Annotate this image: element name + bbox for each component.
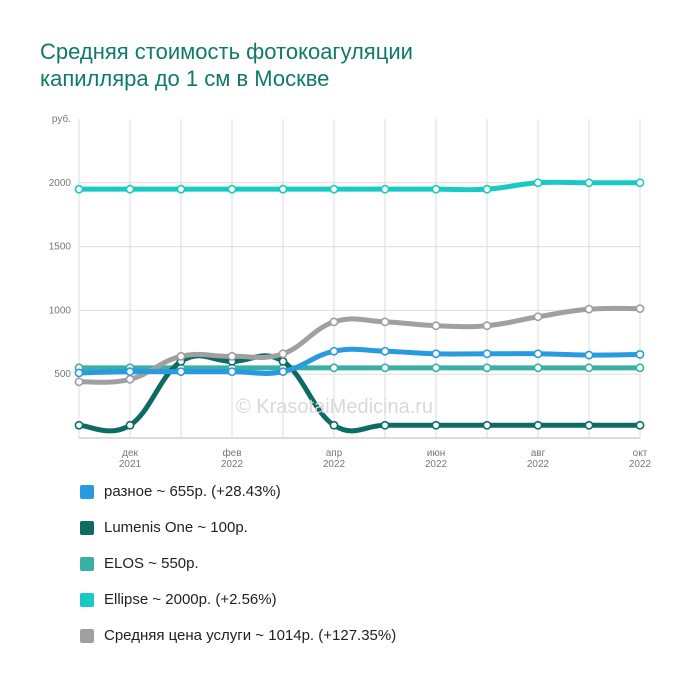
data-point-avg	[329, 317, 339, 327]
data-point-lumenis	[125, 420, 135, 430]
data-point-elos	[584, 363, 594, 373]
x-tick-label: 2022	[221, 459, 244, 470]
data-point-lumenis	[74, 420, 84, 430]
data-point-avg	[380, 317, 390, 327]
y-tick-label: 2000	[49, 178, 72, 189]
legend-swatch-raznoe	[80, 485, 94, 499]
data-point-lumenis	[431, 420, 441, 430]
y-tick-label: 1500	[49, 242, 72, 253]
y-tick-label: 500	[54, 369, 71, 380]
data-point-ellipse	[533, 178, 543, 188]
data-point-avg	[635, 304, 645, 314]
data-point-raznoe	[431, 349, 441, 359]
data-point-ellipse	[329, 184, 339, 194]
x-tick-label: дек	[122, 448, 138, 459]
data-point-avg	[278, 349, 288, 359]
data-point-ellipse	[635, 178, 645, 188]
series-line-ellipse	[76, 179, 643, 193]
x-tick-label: авг	[531, 448, 546, 459]
x-tick-label: 2022	[629, 459, 652, 470]
chart-title-line-2: капилляра до 1 см в Москве	[40, 66, 330, 91]
data-point-ellipse	[584, 178, 594, 188]
data-point-elos	[380, 363, 390, 373]
x-tick-label: 2022	[425, 459, 448, 470]
chart-title-line-1: Средняя стоимость фотокоагуляции	[40, 39, 413, 64]
y-unit-label: руб.	[52, 113, 71, 125]
data-point-elos	[329, 363, 339, 373]
legend-swatch-lumenis	[80, 521, 94, 535]
data-point-avg	[227, 351, 237, 361]
watermark: © KrasotaiMedicina.ru	[236, 396, 434, 418]
data-point-raznoe	[278, 367, 288, 377]
data-point-avg	[533, 312, 543, 322]
data-point-raznoe	[74, 368, 84, 378]
legend-label-elos: ELOS ~ 550р.	[104, 555, 199, 572]
legend-label-lumenis: Lumenis One ~ 100р.	[104, 519, 248, 536]
data-point-raznoe	[125, 367, 135, 377]
data-point-elos	[431, 363, 441, 373]
data-point-avg	[176, 351, 186, 361]
chart-title: Средняя стоимость фотокоагуляции капилля…	[40, 38, 600, 92]
data-point-avg	[125, 374, 135, 384]
data-point-lumenis	[380, 420, 390, 430]
data-point-ellipse	[125, 184, 135, 194]
data-point-lumenis	[278, 357, 288, 366]
series-line-raznoe	[76, 346, 643, 376]
data-point-raznoe	[227, 367, 237, 377]
legend-swatch-elos	[80, 557, 94, 571]
data-point-raznoe	[482, 349, 492, 359]
data-point-raznoe	[533, 349, 543, 359]
data-point-elos	[635, 363, 645, 373]
data-point-ellipse	[278, 184, 288, 194]
data-point-ellipse	[431, 184, 441, 194]
data-point-lumenis	[635, 420, 645, 430]
data-point-raznoe	[176, 367, 186, 377]
x-tick-label: окт	[633, 448, 648, 459]
data-point-ellipse	[227, 184, 237, 194]
data-point-lumenis	[329, 420, 339, 430]
data-point-avg	[482, 321, 492, 331]
data-point-ellipse	[482, 184, 492, 194]
legend-label-avg: Средняя цена услуги ~ 1014р. (+127.35%)	[104, 627, 397, 644]
data-point-avg	[431, 321, 441, 331]
data-point-ellipse	[74, 184, 84, 194]
x-tick-label: июн	[427, 448, 446, 459]
data-point-lumenis	[584, 420, 594, 430]
x-tick-label: апр	[326, 448, 343, 459]
y-tick-label: 1000	[49, 305, 72, 316]
legend-label-raznoe: разное ~ 655р. (+28.43%)	[104, 483, 281, 500]
legend-label-ellipse: Ellipse ~ 2000р. (+2.56%)	[104, 591, 277, 608]
data-point-elos	[533, 363, 543, 373]
data-point-lumenis	[533, 420, 543, 430]
legend-swatch-ellipse	[80, 593, 94, 607]
x-tick-label: фев	[222, 447, 241, 459]
legend-swatch-avg	[80, 629, 94, 643]
data-point-lumenis	[482, 420, 492, 430]
data-point-raznoe	[380, 346, 390, 356]
x-tick-label: 2022	[527, 459, 550, 470]
data-point-ellipse	[380, 184, 390, 194]
x-tick-label: 2021	[119, 459, 142, 470]
x-tick-label: 2022	[323, 459, 346, 470]
line-chart: 500100015002000руб.дек2021фев2022апр2022…	[49, 113, 652, 470]
data-point-ellipse	[176, 184, 186, 194]
data-point-raznoe	[635, 350, 645, 359]
data-point-avg	[584, 304, 594, 314]
data-point-avg	[74, 377, 84, 387]
data-point-raznoe	[584, 350, 594, 360]
data-point-elos	[482, 363, 492, 373]
data-point-raznoe	[329, 346, 339, 356]
